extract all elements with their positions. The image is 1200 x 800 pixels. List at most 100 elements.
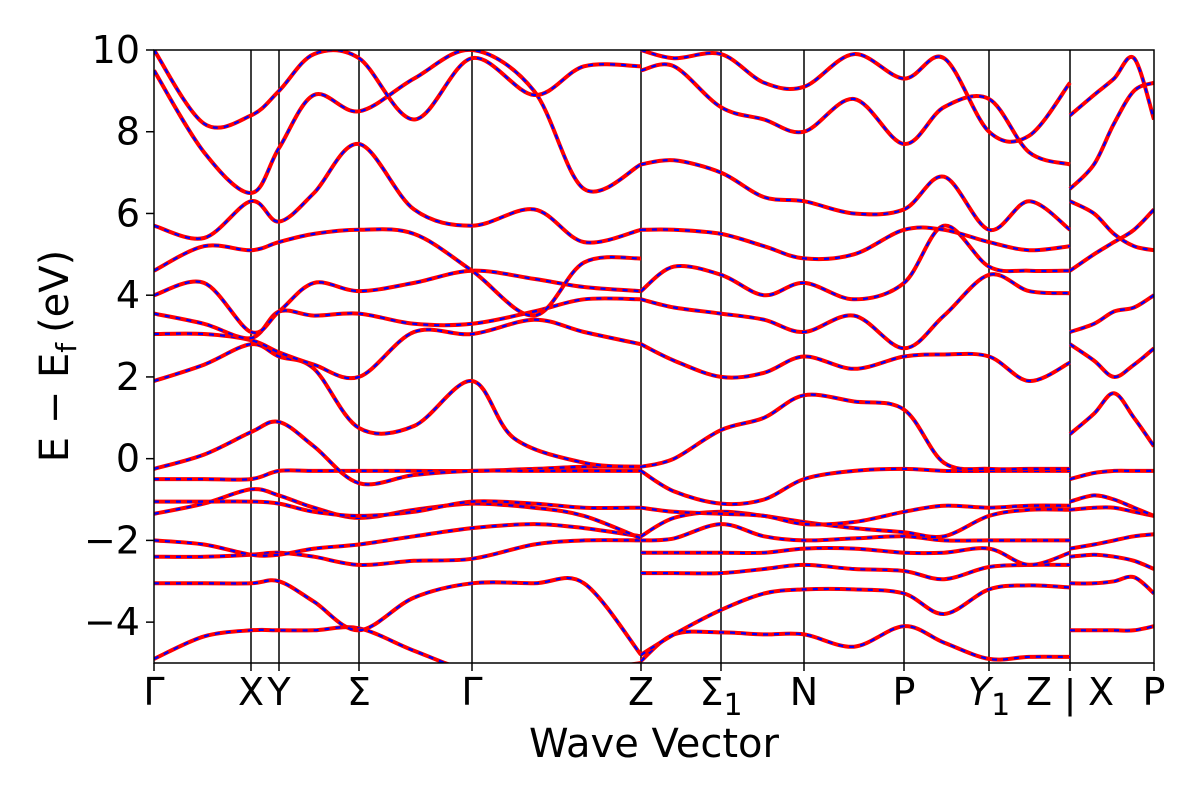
- x-tick-label: Z: [1026, 670, 1052, 714]
- band-line-wannier: [154, 228, 642, 317]
- band-line-wannier: [154, 297, 642, 340]
- y-tick-label: −2: [84, 518, 140, 562]
- x-axis-label: Wave Vector: [529, 721, 780, 767]
- band-line-dft: [640, 272, 1071, 351]
- band-line-wannier: [1069, 469, 1154, 481]
- x-tick-label: Γ: [143, 670, 164, 714]
- band-line-wannier: [640, 584, 1071, 656]
- band-line-wannier: [1069, 494, 1154, 517]
- band-line-wannier: [1069, 533, 1154, 550]
- y-tick-label: 0: [116, 437, 140, 481]
- band-line-wannier: [640, 224, 1071, 301]
- band-line-wannier: [1069, 625, 1154, 632]
- y-tick-label: 4: [116, 273, 140, 317]
- x-tick-label-main: Σ: [347, 670, 371, 714]
- x-tick-label-main: N: [790, 670, 818, 714]
- x-tick-label: X: [1088, 670, 1114, 714]
- band-line-wannier: [1069, 392, 1154, 448]
- band-line-wannier: [640, 50, 1071, 143]
- band-line-wannier: [154, 50, 642, 195]
- x-segment-break-label: |: [1064, 672, 1077, 717]
- band-lines: [154, 50, 1154, 663]
- x-tick-label: Σ: [347, 670, 371, 714]
- y-axis-label-subscript: f: [50, 342, 83, 353]
- band-line-wannier: [154, 538, 642, 567]
- y-tick-label: 2: [116, 355, 140, 399]
- band-line-wannier: [640, 226, 1071, 261]
- band-line-wannier: [154, 500, 642, 518]
- band-line-dft: [1068, 80, 1154, 191]
- band-line-dft: [1069, 552, 1154, 571]
- x-tick-label-main: Γ: [143, 670, 164, 714]
- band-line-wannier: [641, 563, 1071, 581]
- x-tick-label-main: X: [238, 670, 264, 714]
- band-line-dft: [1068, 391, 1154, 448]
- band-line-dft: [639, 624, 1071, 663]
- band-line-dft: [154, 317, 642, 381]
- y-axis-ticks: −4 −2 0 2 4 6 8 10: [84, 28, 154, 644]
- y-axis-label-main: E − E: [32, 353, 78, 463]
- band-line-dft: [1068, 208, 1154, 273]
- x-axis-ticks: Γ X Y Σ Γ Z Σ1 N P Y1 Z X P|: [143, 663, 1165, 723]
- band-line-dft: [1069, 574, 1154, 596]
- band-line-dft: [154, 142, 642, 245]
- band-line-wannier: [1069, 81, 1154, 190]
- band-line-wannier: [1069, 208, 1154, 272]
- band-line-wannier: [154, 465, 642, 481]
- band-line-dft: [640, 62, 1071, 167]
- band-line-wannier: [640, 63, 1071, 166]
- x-tick-label: X: [238, 670, 264, 714]
- x-tick-label-main: Γ: [461, 670, 482, 714]
- band-line-wannier: [1069, 200, 1154, 252]
- band-line-dft: [640, 225, 1071, 262]
- band-line-wannier: [640, 343, 1071, 383]
- band-line-wannier: [154, 626, 641, 663]
- band-line-dft: [640, 392, 1070, 472]
- band-line-wannier: [640, 504, 1071, 526]
- band-line-dft: [639, 583, 1071, 657]
- band-line-wannier: [154, 142, 642, 244]
- band-line-wannier: [154, 420, 641, 486]
- band-line-wannier: [1069, 343, 1154, 379]
- x-tick-label: P: [1143, 670, 1166, 714]
- band-line-wannier: [1069, 575, 1154, 595]
- band-line-dft: [641, 546, 1071, 567]
- band-line-wannier: [154, 269, 642, 334]
- x-tick-label-main: X: [1088, 670, 1114, 714]
- y-tick-label: 6: [116, 191, 140, 235]
- x-tick-label-main: P: [893, 670, 916, 714]
- x-tick-label-main: Y: [266, 670, 291, 714]
- x-tick-label: P: [893, 670, 916, 714]
- band-line-wannier: [640, 467, 1070, 506]
- band-line-wannier: [1069, 294, 1154, 334]
- x-tick-label: Y1: [968, 670, 1010, 723]
- band-line-wannier: [1069, 506, 1154, 517]
- x-tick-label: Σ1: [699, 670, 742, 723]
- band-line-dft: [154, 50, 643, 195]
- y-tick-label: 8: [116, 110, 140, 154]
- band-line-wannier: [640, 522, 1070, 542]
- x-tick-label: Y: [266, 670, 291, 714]
- y-axis-label-unit: (eV): [32, 250, 78, 333]
- x-tick-label-main: Z: [1026, 670, 1052, 714]
- band-line-dft: [640, 342, 1071, 383]
- x-tick-label-subscript: 1: [723, 688, 742, 723]
- x-tick-label-main: P: [1143, 670, 1166, 714]
- band-line-wannier: [1069, 55, 1154, 120]
- band-line-wannier: [640, 625, 1071, 662]
- band-line-wannier: [1069, 553, 1154, 571]
- band-line-wannier: [154, 50, 642, 129]
- y-axis-label: E − Ef (eV): [32, 250, 83, 463]
- x-tick-label: Γ: [461, 670, 482, 714]
- band-line-wannier: [640, 158, 1071, 231]
- band-line-dft: [641, 562, 1071, 582]
- x-tick-label: N: [790, 670, 818, 714]
- x-tick-label: Z: [628, 670, 654, 714]
- band-line-wannier: [154, 576, 642, 656]
- y-tick-label: 10: [92, 28, 140, 72]
- band-line-dft: [639, 466, 1070, 507]
- band-line-dft: [640, 503, 1071, 527]
- x-tick-label-main: Z: [628, 670, 654, 714]
- band-line-wannier: [641, 546, 1071, 567]
